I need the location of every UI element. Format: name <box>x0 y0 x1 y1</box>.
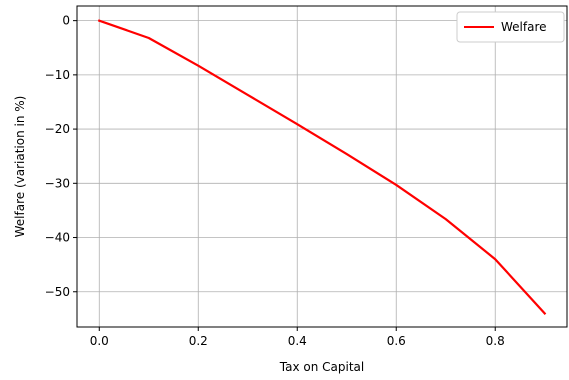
x-tick-label: 0.4 <box>288 334 307 348</box>
y-tick-label: −30 <box>45 176 70 190</box>
legend-label-welfare: Welfare <box>501 20 547 34</box>
legend: Welfare <box>456 11 565 43</box>
series-layer <box>97 19 547 315</box>
x-tick-label: 0.8 <box>486 334 505 348</box>
x-tick-label: 0.6 <box>387 334 406 348</box>
y-tick-label: 0 <box>62 14 70 28</box>
x-tick-label: 0.0 <box>90 334 109 348</box>
y-axis-label: Welfare (variation in %) <box>13 96 27 238</box>
grid-lines <box>77 6 567 327</box>
plot-area <box>77 6 567 327</box>
x-tick-label: 0.2 <box>189 334 208 348</box>
legend-box <box>456 11 565 43</box>
y-tick-label: −40 <box>45 231 70 245</box>
y-tick-label: −50 <box>45 285 70 299</box>
x-axis-ticks: 0.0 0.2 0.4 0.6 0.8 <box>90 327 505 348</box>
series-line-welfare <box>97 19 547 315</box>
y-axis-ticks: 0 −10 −20 −30 −40 −50 <box>45 14 77 299</box>
plot-frame <box>76 5 568 328</box>
x-axis-label: Tax on Capital <box>279 360 364 374</box>
y-tick-label: −20 <box>45 122 70 136</box>
y-tick-label: −10 <box>45 68 70 82</box>
